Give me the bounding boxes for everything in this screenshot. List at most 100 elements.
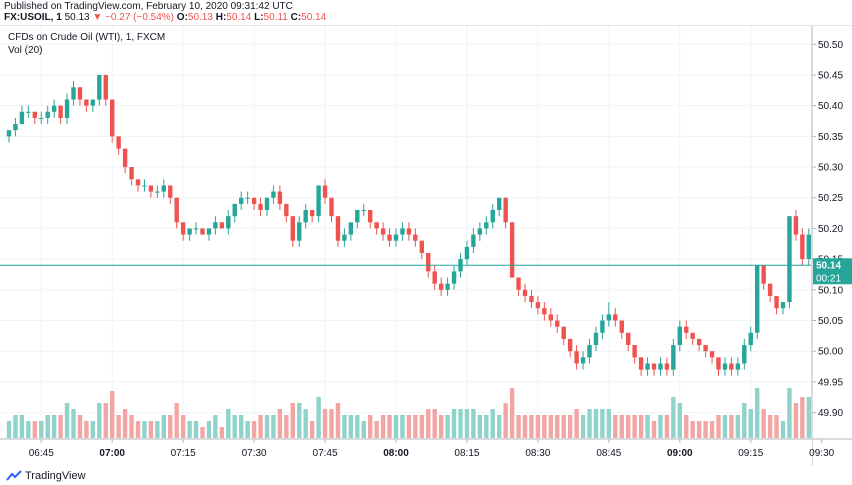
volume-bar-88	[574, 409, 579, 438]
time-tick-6: 08:15	[454, 448, 479, 459]
candle-body-81	[529, 295, 534, 303]
candle-10	[71, 81, 76, 106]
candle-92	[600, 314, 605, 339]
volume-bar-69	[451, 409, 457, 438]
time-axis[interactable]: 06:45 07:00 07:15 07:30 07:45 08:00 08:15 08:30…	[29, 439, 835, 459]
candle-body-110	[716, 357, 721, 370]
candle-115	[748, 326, 753, 352]
volume-bar-11	[77, 415, 83, 438]
candle-83	[542, 302, 547, 321]
volume-bar-16	[110, 391, 115, 438]
volume-bar-75	[490, 409, 495, 438]
volume-bar-29	[193, 421, 199, 438]
time-tick-9: 09:00	[667, 448, 693, 459]
candle-body-73	[477, 228, 483, 235]
candle-body-99	[645, 363, 650, 370]
candle-69	[451, 265, 457, 290]
candle-body-111	[722, 363, 728, 370]
volume-bar-121	[787, 388, 792, 438]
volume-bar-5	[39, 421, 44, 438]
price-chart[interactable]: 50.5050.4550.4050.3550.3050.2550.2050.15…	[0, 26, 852, 466]
candle-124	[806, 228, 811, 266]
volume-bar-7	[51, 415, 57, 438]
volume-bar-71	[464, 409, 470, 438]
volume-bar-0	[6, 421, 12, 438]
volume-bar-76	[497, 415, 502, 438]
candle-body-64	[419, 240, 424, 253]
candle-body-21	[142, 185, 147, 187]
volume-bar-119	[774, 415, 779, 438]
candle-body-36	[239, 197, 244, 204]
candle-body-97	[632, 345, 637, 358]
candle-body-104	[677, 326, 682, 346]
candle-20	[135, 179, 141, 192]
candle-4	[32, 111, 37, 125]
candle-body-84	[548, 314, 553, 321]
candle-58	[380, 222, 386, 241]
candle-113	[735, 357, 741, 376]
volume-bar-81	[529, 415, 534, 438]
price-tick-11: 49.95	[818, 377, 843, 388]
tradingview-logo-icon	[6, 470, 22, 481]
volume-bar-42	[277, 409, 283, 438]
candle-8	[58, 105, 63, 125]
candle-body-98	[638, 357, 644, 370]
candle-body-0	[6, 130, 12, 137]
candle-38	[251, 197, 257, 211]
volume-bar-46	[303, 409, 308, 438]
ohlc-legend: FX:USOIL, 1 50.13 ▼ −0.27 (−0.54%) O:50.…	[4, 12, 326, 24]
time-tick-11: 09:30	[809, 448, 834, 459]
candle-111	[722, 357, 728, 376]
candle-body-117	[761, 265, 766, 284]
countdown-label: 00:21	[816, 273, 841, 284]
candle-17	[116, 136, 121, 155]
candle-24	[161, 179, 166, 198]
volume-bar-9	[64, 403, 70, 438]
candle-body-46	[303, 210, 308, 223]
candle-19	[129, 167, 134, 186]
price-tick-5: 50.25	[818, 193, 843, 204]
candle-body-120	[780, 302, 786, 309]
volume-bar-116	[755, 388, 760, 438]
volume-bar-32	[213, 415, 218, 438]
published-line: Published on TradingView.com, February 1…	[4, 1, 293, 12]
time-tick-7: 08:30	[525, 448, 550, 459]
price-tick-12: 49.90	[818, 408, 843, 419]
tradingview-brand[interactable]: TradingView	[6, 470, 86, 482]
candle-109	[709, 351, 715, 364]
candle-body-124	[806, 234, 811, 260]
volume-bar-105	[684, 415, 689, 438]
candle-41	[271, 185, 276, 204]
volume-bar-54	[355, 415, 360, 438]
volume-bar-10	[71, 409, 76, 438]
last-value: 50.13	[64, 12, 90, 23]
candle-91	[593, 326, 599, 352]
candle-50	[329, 197, 334, 223]
candle-body-71	[464, 246, 470, 260]
volume-bar-44	[290, 403, 295, 438]
candle-45	[297, 216, 302, 247]
candle-body-80	[522, 289, 528, 296]
candle-88	[574, 345, 579, 370]
candle-body-15	[103, 74, 108, 100]
candle-body-49	[322, 185, 328, 198]
candle-body-77	[503, 197, 508, 223]
candle-99	[645, 357, 650, 376]
volume-bar-36	[239, 415, 244, 438]
volume-bar-26	[174, 403, 179, 438]
price-tick-6: 50.20	[818, 224, 843, 235]
candle-28	[187, 228, 192, 241]
volume-bar-40	[264, 415, 270, 438]
candle-82	[535, 295, 541, 315]
candle-body-27	[180, 222, 186, 235]
candle-body-74	[484, 222, 489, 229]
volume-bar-99	[645, 415, 650, 438]
candle-108	[703, 345, 708, 358]
candle-101	[658, 357, 663, 376]
volume-bar-96	[626, 415, 631, 438]
volume-bar-31	[206, 421, 212, 438]
candle-75	[490, 203, 495, 229]
candle-body-95	[619, 320, 624, 333]
volume-bar-14	[97, 403, 102, 438]
candle-89	[580, 351, 586, 370]
